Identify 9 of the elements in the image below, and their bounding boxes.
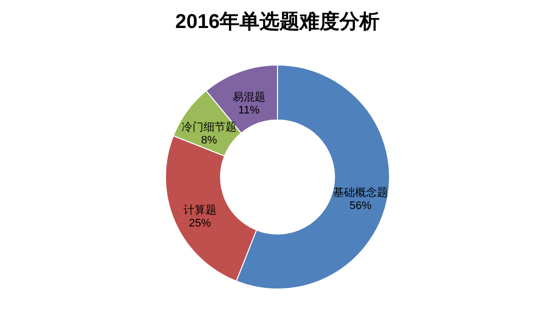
data-label: 8% xyxy=(201,134,218,146)
slice-label: 基础概念题 xyxy=(333,186,388,199)
chart-title: 2016年单选题难度分析 xyxy=(175,10,380,33)
slice-label: 冷门细节题 xyxy=(182,120,237,134)
data-label: 25% xyxy=(188,218,212,230)
slice-label: 易混题 xyxy=(232,91,266,104)
data-label: 11% xyxy=(238,104,260,116)
data-label: 56% xyxy=(349,200,372,212)
slice-label: 计算题 xyxy=(183,204,216,217)
